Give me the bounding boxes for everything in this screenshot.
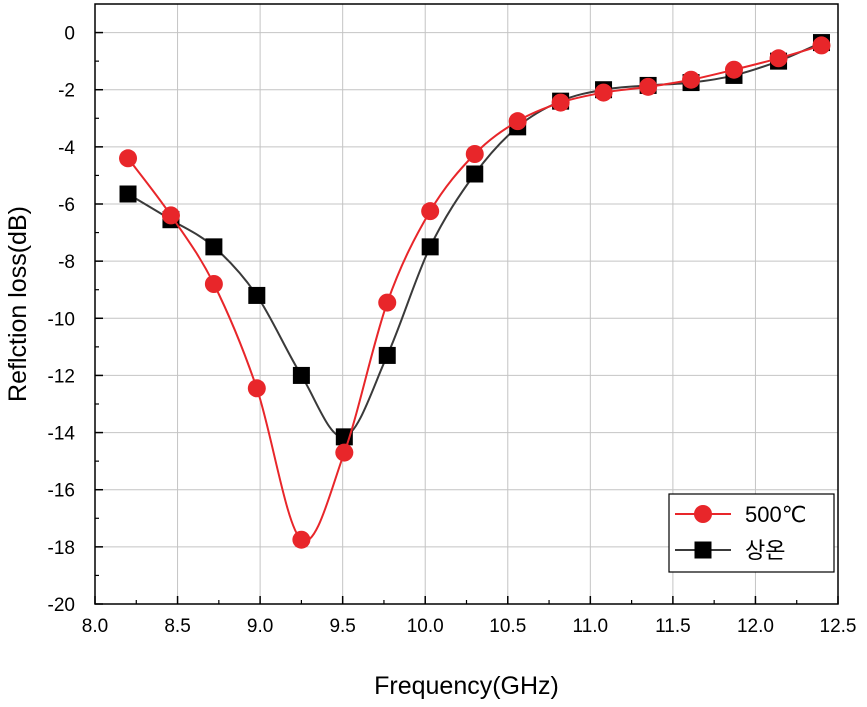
x-tick-label: 9.5 [329,616,355,637]
series-room-temp [119,34,830,446]
y-tick-label: -6 [58,195,75,216]
y-axis-title: Reflction loss(dB) [4,206,32,402]
data-point-square [292,366,310,384]
data-point-circle [161,206,180,225]
y-tick-label: -4 [58,138,75,159]
data-point-circle [594,83,613,102]
series-500c [119,36,831,549]
legend: 500℃ 상온 [668,493,835,573]
x-tick-label: 12.0 [737,616,774,637]
data-point-circle [812,36,831,55]
data-point-square [421,238,439,256]
x-tick-label: 12.5 [820,616,857,637]
y-tick-label: -14 [48,424,76,445]
legend-label: 상온 [745,538,785,563]
data-point-square [205,238,223,256]
y-tick-label: 0 [64,24,75,45]
series-layer [119,34,831,549]
data-point-circle [551,93,570,112]
x-axis-title: Frequency(GHz) [374,672,559,700]
legend-marker-square [694,541,712,559]
grid-layer [95,4,838,604]
x-tick-label: 8.0 [82,616,108,637]
series-line [127,41,822,438]
data-point-square [466,165,484,183]
data-point-circle [292,530,311,549]
data-point-circle [639,77,658,96]
data-point-circle [508,112,527,131]
x-tick-label: 8.5 [164,616,190,637]
data-point-circle [682,70,701,89]
legend-box [668,493,835,573]
y-tick-label: -16 [48,481,75,502]
data-point-circle [378,293,397,312]
y-tick-label: -10 [48,309,75,330]
x-tick-label: 9.0 [247,616,273,637]
legend-marker-circle [694,505,712,523]
data-point-circle [247,379,266,398]
x-tick-label: 11.0 [573,616,609,637]
data-point-circle [204,275,223,293]
data-point-square [248,286,266,304]
axis-layer: 8.0 8.5 9.0 9.5 10.0 10.5 11.0 11.5 12.0 12.5 0 -2 -… [48,24,857,637]
data-point-square [119,185,137,203]
data-point-circle [769,49,788,68]
data-point-circle [119,149,138,168]
data-point-square [378,346,396,364]
data-point-circle [724,60,743,79]
x-tick-label: 10.5 [489,616,526,637]
legend-label: 500℃ [745,502,806,527]
data-point-circle [421,202,440,221]
data-point-circle [465,145,484,163]
y-tick-label: -18 [48,538,75,559]
data-point-circle [335,443,354,462]
y-tick-label: -2 [58,81,75,102]
x-tick-label: 10.0 [407,616,444,637]
y-tick-label: -12 [48,366,75,387]
y-tick-label: -8 [58,252,75,273]
x-tick-label: 11.5 [655,616,691,637]
series-line [127,44,822,542]
y-tick-label: -20 [48,595,75,616]
